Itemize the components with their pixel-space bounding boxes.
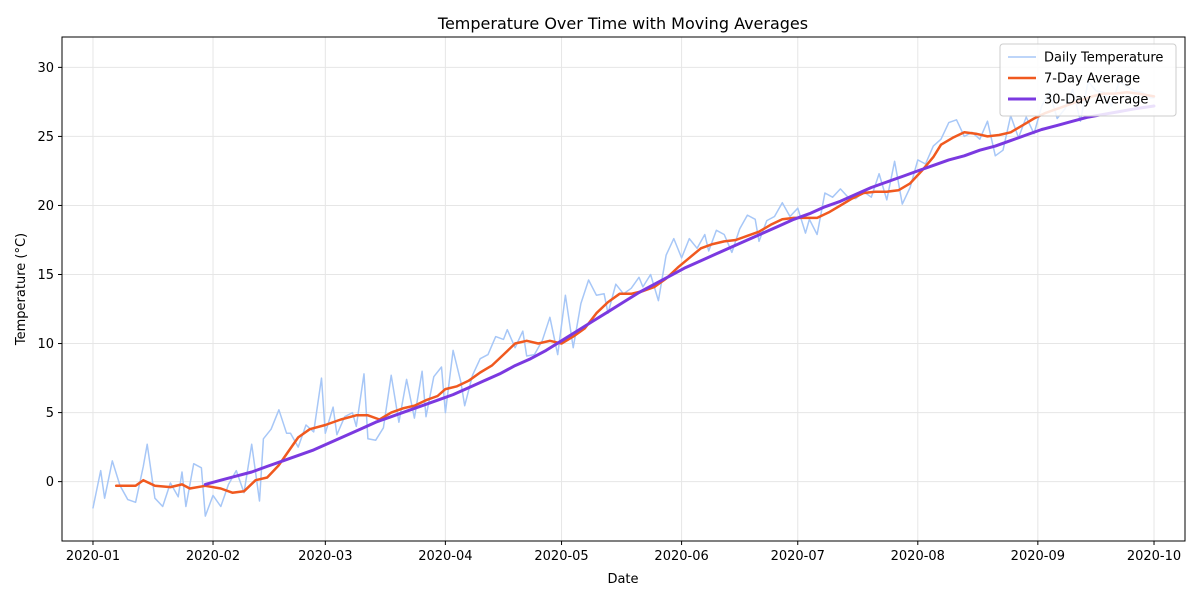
x-tick-label: 2020-03 [298, 549, 352, 564]
series-line-1 [92, 80, 1155, 517]
series-lines [92, 80, 1156, 517]
legend: Daily Temperature 7-Day Average 30-Day Ave… [999, 43, 1177, 117]
x-tick-label: 2020-10 [1127, 549, 1181, 564]
legend-label: Daily Temperature [1044, 51, 1163, 66]
y-tick-label: 20 [37, 199, 54, 214]
plot-frame [61, 36, 1186, 542]
x-tick-label: 2020-06 [654, 549, 708, 564]
chart-title: Temperature Over Time with Moving Averag… [437, 14, 808, 33]
y-tick-label: 5 [46, 406, 54, 421]
y-axis-label: Temperature (°C) [14, 233, 29, 346]
x-tick-label: 2020-08 [891, 549, 945, 564]
x-tick-label: 2020-07 [771, 549, 825, 564]
y-tick-label: 0 [46, 475, 54, 490]
y-tick-label: 30 [37, 61, 54, 76]
series-line-3 [203, 104, 1156, 486]
x-tick-label: 2020-02 [186, 549, 240, 564]
x-axis-label: Date [607, 572, 638, 587]
legend-box [999, 43, 1177, 117]
x-tick-label: 2020-05 [534, 549, 588, 564]
legend-label: 7-Day Average [1044, 72, 1140, 87]
y-tick-label: 10 [37, 337, 54, 352]
y-tick-label: 25 [37, 130, 54, 145]
legend-label: 30-Day Average [1044, 93, 1148, 108]
y-tick-label: 15 [37, 268, 54, 283]
x-tick-label: 2020-01 [66, 549, 120, 564]
tick-labels: 0 5 10 15 20 25 30 2020-01 2020-02 2020-03 2020-04… [37, 61, 1181, 564]
axes [58, 36, 1186, 545]
x-tick-label: 2020-09 [1011, 549, 1065, 564]
x-tick-label: 2020-04 [418, 549, 472, 564]
grid [62, 37, 1185, 541]
